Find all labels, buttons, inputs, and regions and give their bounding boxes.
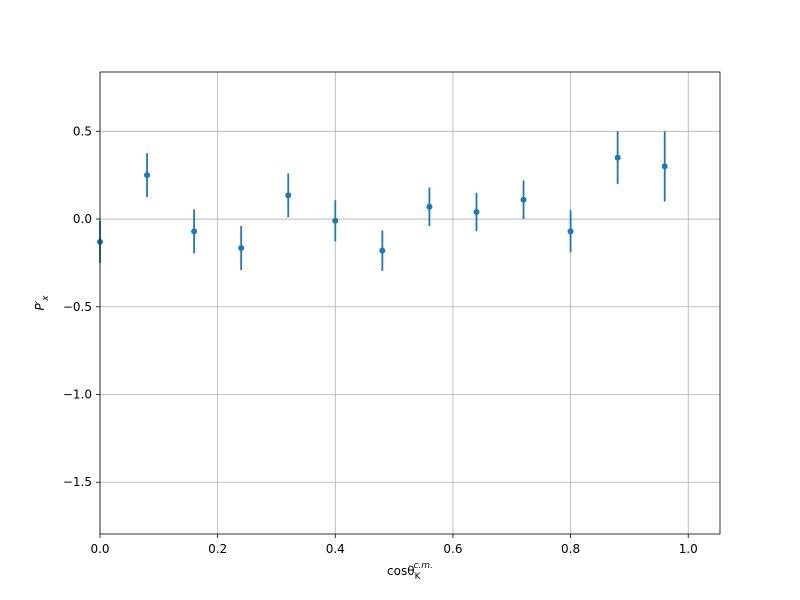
y-tick-label: 0.5	[73, 124, 92, 138]
y-label-sub: x	[41, 295, 51, 302]
data-point	[473, 209, 480, 216]
x-label-sub: K	[415, 572, 422, 582]
y-tick-label: 0.0	[73, 212, 92, 226]
data-point	[238, 244, 245, 251]
x-tick-label: 0.2	[208, 542, 227, 556]
y-tick-label: −1.5	[63, 475, 92, 489]
plot-frame	[99, 71, 721, 535]
x-tick-label: 0.8	[561, 542, 580, 556]
x-label-sup: c.m.	[414, 561, 433, 571]
data-point	[520, 196, 527, 203]
y-label-main: P′	[33, 300, 47, 310]
data-point	[191, 228, 198, 235]
y-axis-label: P′x	[33, 295, 51, 311]
data-point	[332, 217, 339, 224]
y-tick-label: −1.0	[63, 388, 92, 402]
data-point	[661, 163, 668, 170]
data-point	[285, 192, 292, 199]
data-point	[614, 154, 621, 161]
x-tick-label: 1.0	[679, 542, 698, 556]
data-point	[144, 172, 151, 179]
x-label-main: cosθ	[387, 564, 415, 578]
x-axis-label: cosθKc.m.	[387, 561, 433, 582]
x-tick-label: 0.0	[90, 542, 109, 556]
x-tick-label: 0.6	[443, 542, 462, 556]
x-tick-label: 0.4	[326, 542, 345, 556]
data-point	[379, 247, 386, 254]
data-point	[567, 228, 574, 235]
data-point	[426, 203, 433, 210]
y-tick-label: −0.5	[63, 300, 92, 314]
grid-layer	[99, 72, 720, 534]
